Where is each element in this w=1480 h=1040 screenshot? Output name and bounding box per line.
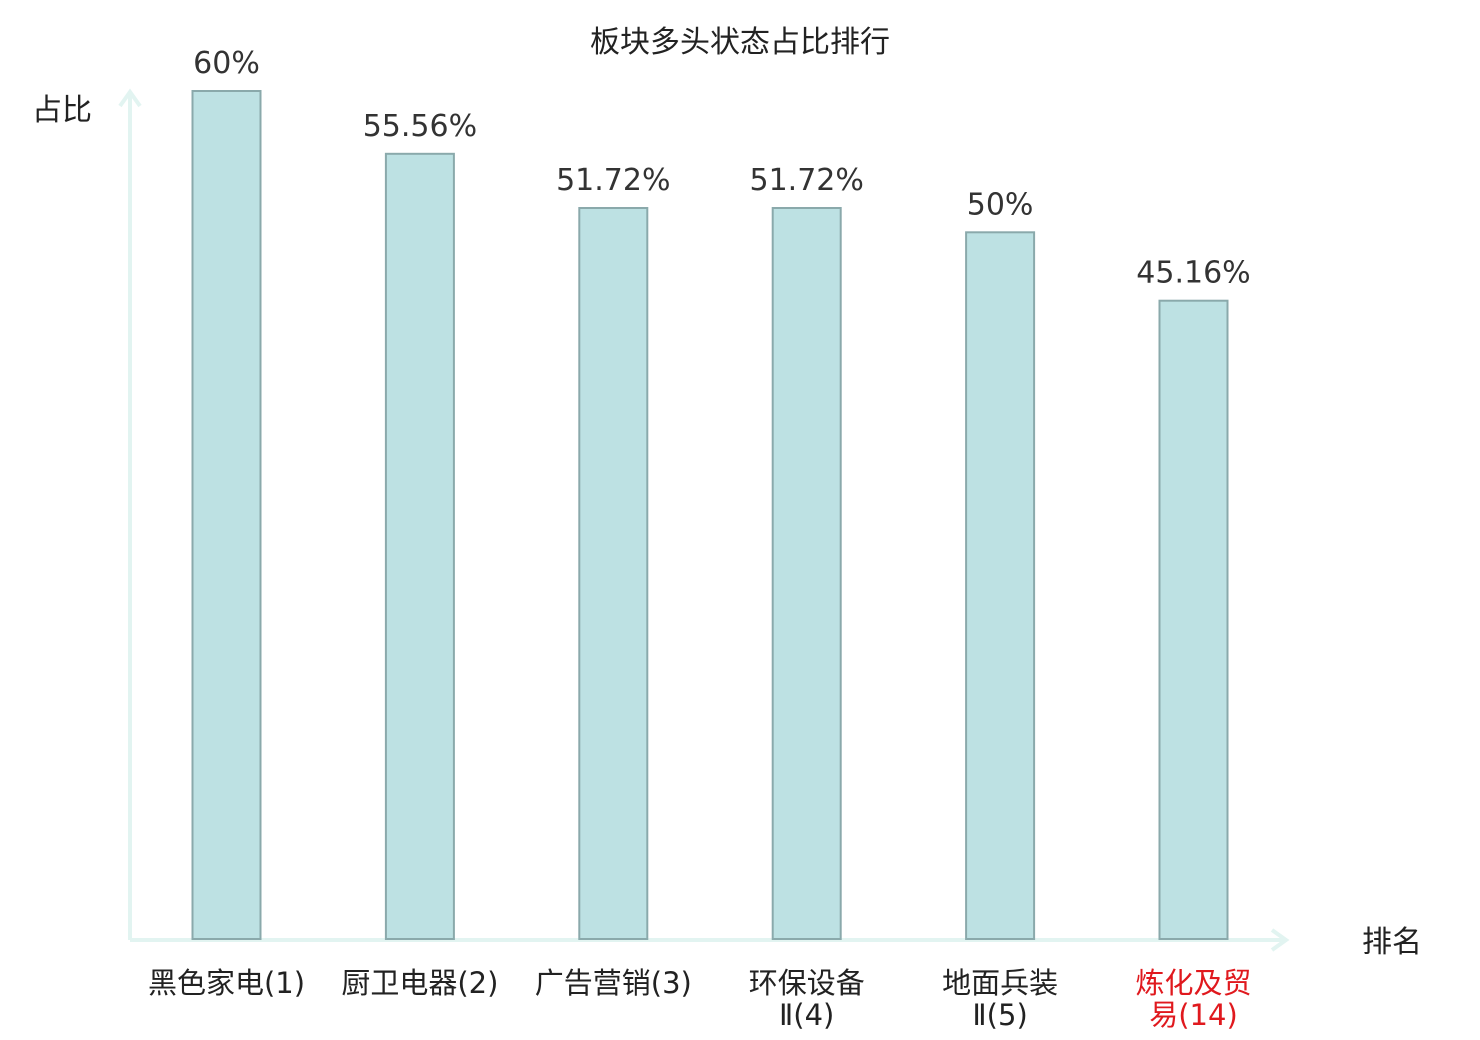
category-label-2: 厨卫电器(2) [341, 966, 498, 1000]
bar-2 [384, 152, 455, 941]
value-label-4: 51.72% [750, 163, 864, 198]
category-label-1: 黑色家电(1) [148, 966, 305, 1000]
category-label-6-line2: 易(14) [1149, 998, 1238, 1032]
bar-5 [965, 231, 1036, 941]
y-axis-arrow-icon [118, 88, 142, 108]
bar-4 [771, 207, 842, 940]
category-label-3: 广告营销(3) [535, 966, 692, 1000]
x-axis-label: 排名 [1362, 925, 1422, 960]
bar-3 [578, 207, 649, 940]
category-label-5-line2: Ⅱ(5) [972, 998, 1027, 1032]
value-label-5: 50% [967, 187, 1034, 222]
bar-6 [1158, 299, 1229, 940]
category-label-5: 地面兵装 [942, 966, 1058, 1000]
value-label-6: 45.16% [1136, 256, 1250, 291]
axes [118, 88, 1290, 952]
value-labels-group: 60% 55.56% 51.72% 51.72% 50% 45.16% [193, 46, 1251, 291]
bars-group [191, 90, 1229, 941]
category-label-4-line2: Ⅱ(4) [779, 998, 834, 1032]
bar-1 [191, 90, 262, 940]
value-label-3: 51.72% [556, 163, 670, 198]
category-label-6: 炼化及贸 [1135, 966, 1251, 1000]
chart-title: 板块多头状态占比排行 [590, 25, 890, 60]
value-label-2: 55.56% [363, 109, 477, 144]
value-label-1: 60% [193, 46, 260, 81]
category-label-4: 环保设备 [749, 966, 865, 1000]
y-axis-label: 占比 [32, 93, 92, 128]
x-axis-arrow-icon [1270, 928, 1290, 952]
